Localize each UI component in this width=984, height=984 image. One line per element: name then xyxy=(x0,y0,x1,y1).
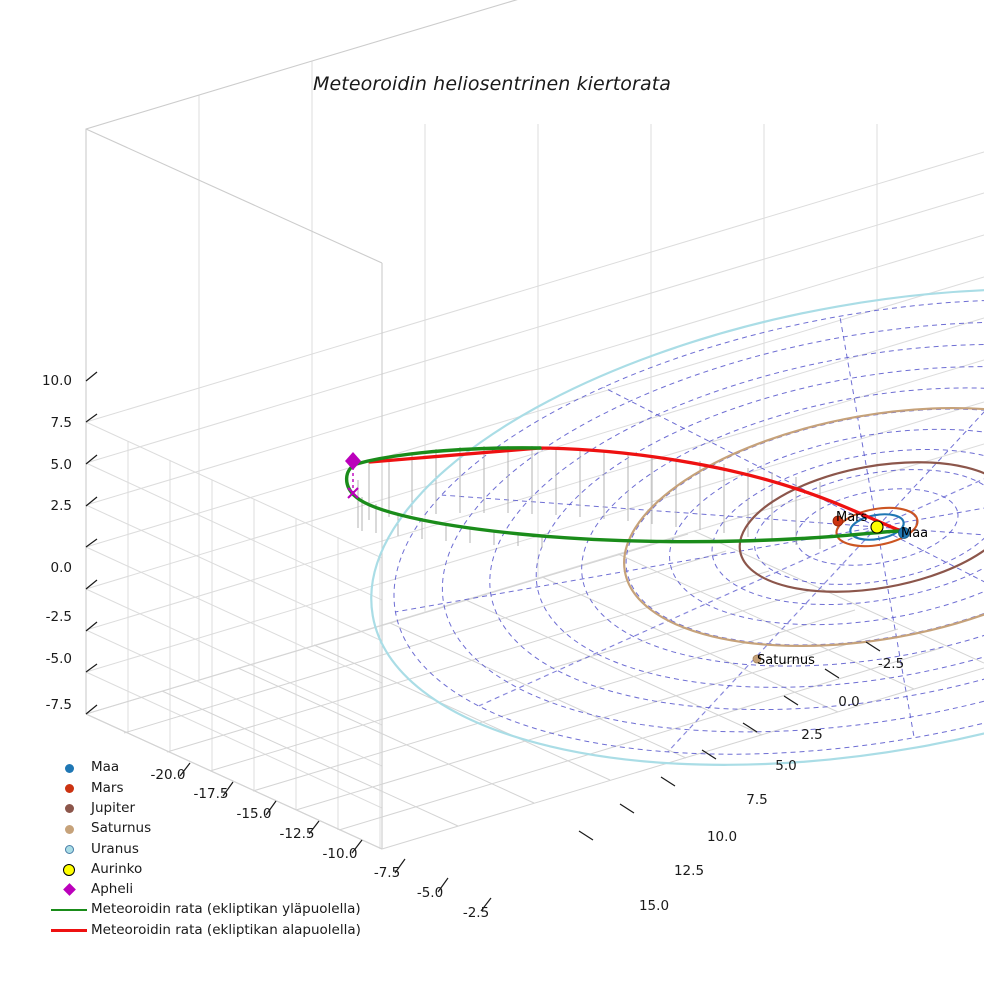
orbit-uranus xyxy=(370,288,984,766)
saturnus-dot-icon xyxy=(47,824,91,834)
x-tick-label: -2.5 xyxy=(463,905,489,921)
orbit-maa xyxy=(849,513,905,541)
z-tick-label: -7.5 xyxy=(46,697,72,713)
y-axis-ticks xyxy=(578,641,881,841)
z-tick-label: -2.5 xyxy=(46,609,72,625)
meteoroid-orbit-above-ecliptic-upper xyxy=(354,446,542,466)
x-tick-label: -12.5 xyxy=(280,826,315,842)
x-tick-label: -15.0 xyxy=(237,806,272,822)
y-tick-label: 12.5 xyxy=(674,863,704,879)
body-labels: Mars Maa Saturnus xyxy=(757,510,928,668)
x-tick-label: -5.0 xyxy=(417,885,443,901)
legend-label: Uranus xyxy=(91,840,139,857)
legend-item-aurinko: Aurinko xyxy=(47,859,361,879)
legend-label: Maa xyxy=(91,759,120,776)
legend-item-mars: Mars xyxy=(47,778,361,798)
y-tick-label: 10.0 xyxy=(707,829,737,845)
apheli-marker xyxy=(345,452,361,470)
legend-item-orbit-above: Meteoroidin rata (ekliptikan yläpuolella… xyxy=(47,900,361,920)
z-tick-label: 7.5 xyxy=(51,415,72,431)
y-tick-label: -2.5 xyxy=(878,656,904,672)
legend-item-orbit-below: Meteoroidin rata (ekliptikan alapuolella… xyxy=(47,920,361,940)
y-tick-label: 15.0 xyxy=(639,898,669,914)
back-wall-gridlines xyxy=(85,151,984,715)
legend-label: Mars xyxy=(91,779,124,796)
legend-label: Meteoroidin rata (ekliptikan yläpuolella… xyxy=(91,901,361,918)
mars-marker xyxy=(832,515,844,527)
x-axis-tick-labels: -20.0 -17.5 -15.0 -12.5 -10.0 -7.5 -5.0 … xyxy=(151,767,490,921)
y-tick-label: 5.0 xyxy=(775,758,796,774)
y-tick-label: 2.5 xyxy=(801,727,822,743)
legend-label: Jupiter xyxy=(91,799,136,816)
polar-grid-spokes xyxy=(395,301,984,753)
legend-label: Saturnus xyxy=(91,820,152,837)
legend: Maa Mars Jupiter Saturnus Uranus Aurinko… xyxy=(47,758,361,941)
aurinko-dot-icon xyxy=(47,863,91,876)
maa-label: Maa xyxy=(901,526,928,541)
legend-label: Meteoroidin rata (ekliptikan alapuolella… xyxy=(91,921,361,938)
meteoroid-orbit-above-ecliptic xyxy=(344,462,903,544)
mars-dot-icon xyxy=(47,783,91,793)
saturnus-marker xyxy=(752,654,762,664)
uranus-dot-icon xyxy=(47,844,91,854)
y-tick-label: 7.5 xyxy=(746,792,767,808)
orbit-jupiter xyxy=(738,461,984,593)
red-line-icon xyxy=(47,929,91,932)
page-title: Meteoroidin heliosentrinen kiertorata xyxy=(313,73,671,95)
axes-outline xyxy=(85,0,518,850)
z-tick-label: 10.0 xyxy=(42,373,72,389)
legend-label: Apheli xyxy=(91,881,134,898)
mars-label: Mars xyxy=(836,510,868,525)
back-wall-vertical-gridlines xyxy=(85,61,878,714)
y-axis-tick-labels: -2.5 0.0 2.5 5.0 7.5 10.0 12.5 15.0 xyxy=(639,656,904,914)
legend-label: Aurinko xyxy=(91,860,143,877)
legend-item-jupiter: Jupiter xyxy=(47,799,361,819)
z-tick-label: 2.5 xyxy=(51,498,72,514)
x-tick-label: -10.0 xyxy=(323,846,358,862)
x-axis-ticks xyxy=(179,762,492,912)
x-tick-label: -20.0 xyxy=(151,767,186,783)
orbit-stem-lines xyxy=(357,446,821,549)
apheli-diamond-icon xyxy=(47,883,91,897)
y-tick-label: 0.0 xyxy=(838,694,859,710)
legend-item-saturnus: Saturnus xyxy=(47,819,361,839)
jupiter-dot-icon xyxy=(47,804,91,814)
x-tick-label: -17.5 xyxy=(194,786,229,802)
saturnus-label: Saturnus xyxy=(757,653,815,668)
z-axis-ticks xyxy=(85,371,98,715)
z-tick-label: -5.0 xyxy=(46,651,72,667)
floor-gridlines xyxy=(85,530,984,850)
maa-dot-icon xyxy=(47,763,91,773)
legend-item-uranus: Uranus xyxy=(47,839,361,859)
orbit-mars xyxy=(835,506,919,548)
axes-panes xyxy=(85,61,984,850)
z-tick-label: 5.0 xyxy=(51,457,72,473)
maa-marker xyxy=(898,527,910,539)
meteoroid-orbit-below-ecliptic xyxy=(368,446,903,533)
z-tick-label: 0.0 xyxy=(51,560,72,576)
z-axis-tick-labels: 10.0 7.5 5.0 2.5 0.0 -2.5 -5.0 -7.5 xyxy=(42,373,72,713)
orbit-saturnus xyxy=(623,406,984,648)
green-line-icon xyxy=(47,909,91,912)
aurinko-marker xyxy=(870,520,884,534)
x-tick-label: -7.5 xyxy=(374,865,400,881)
apheli-ground-marker xyxy=(347,487,359,499)
legend-item-apheli: Apheli xyxy=(47,880,361,900)
legend-item-maa: Maa xyxy=(47,758,361,778)
